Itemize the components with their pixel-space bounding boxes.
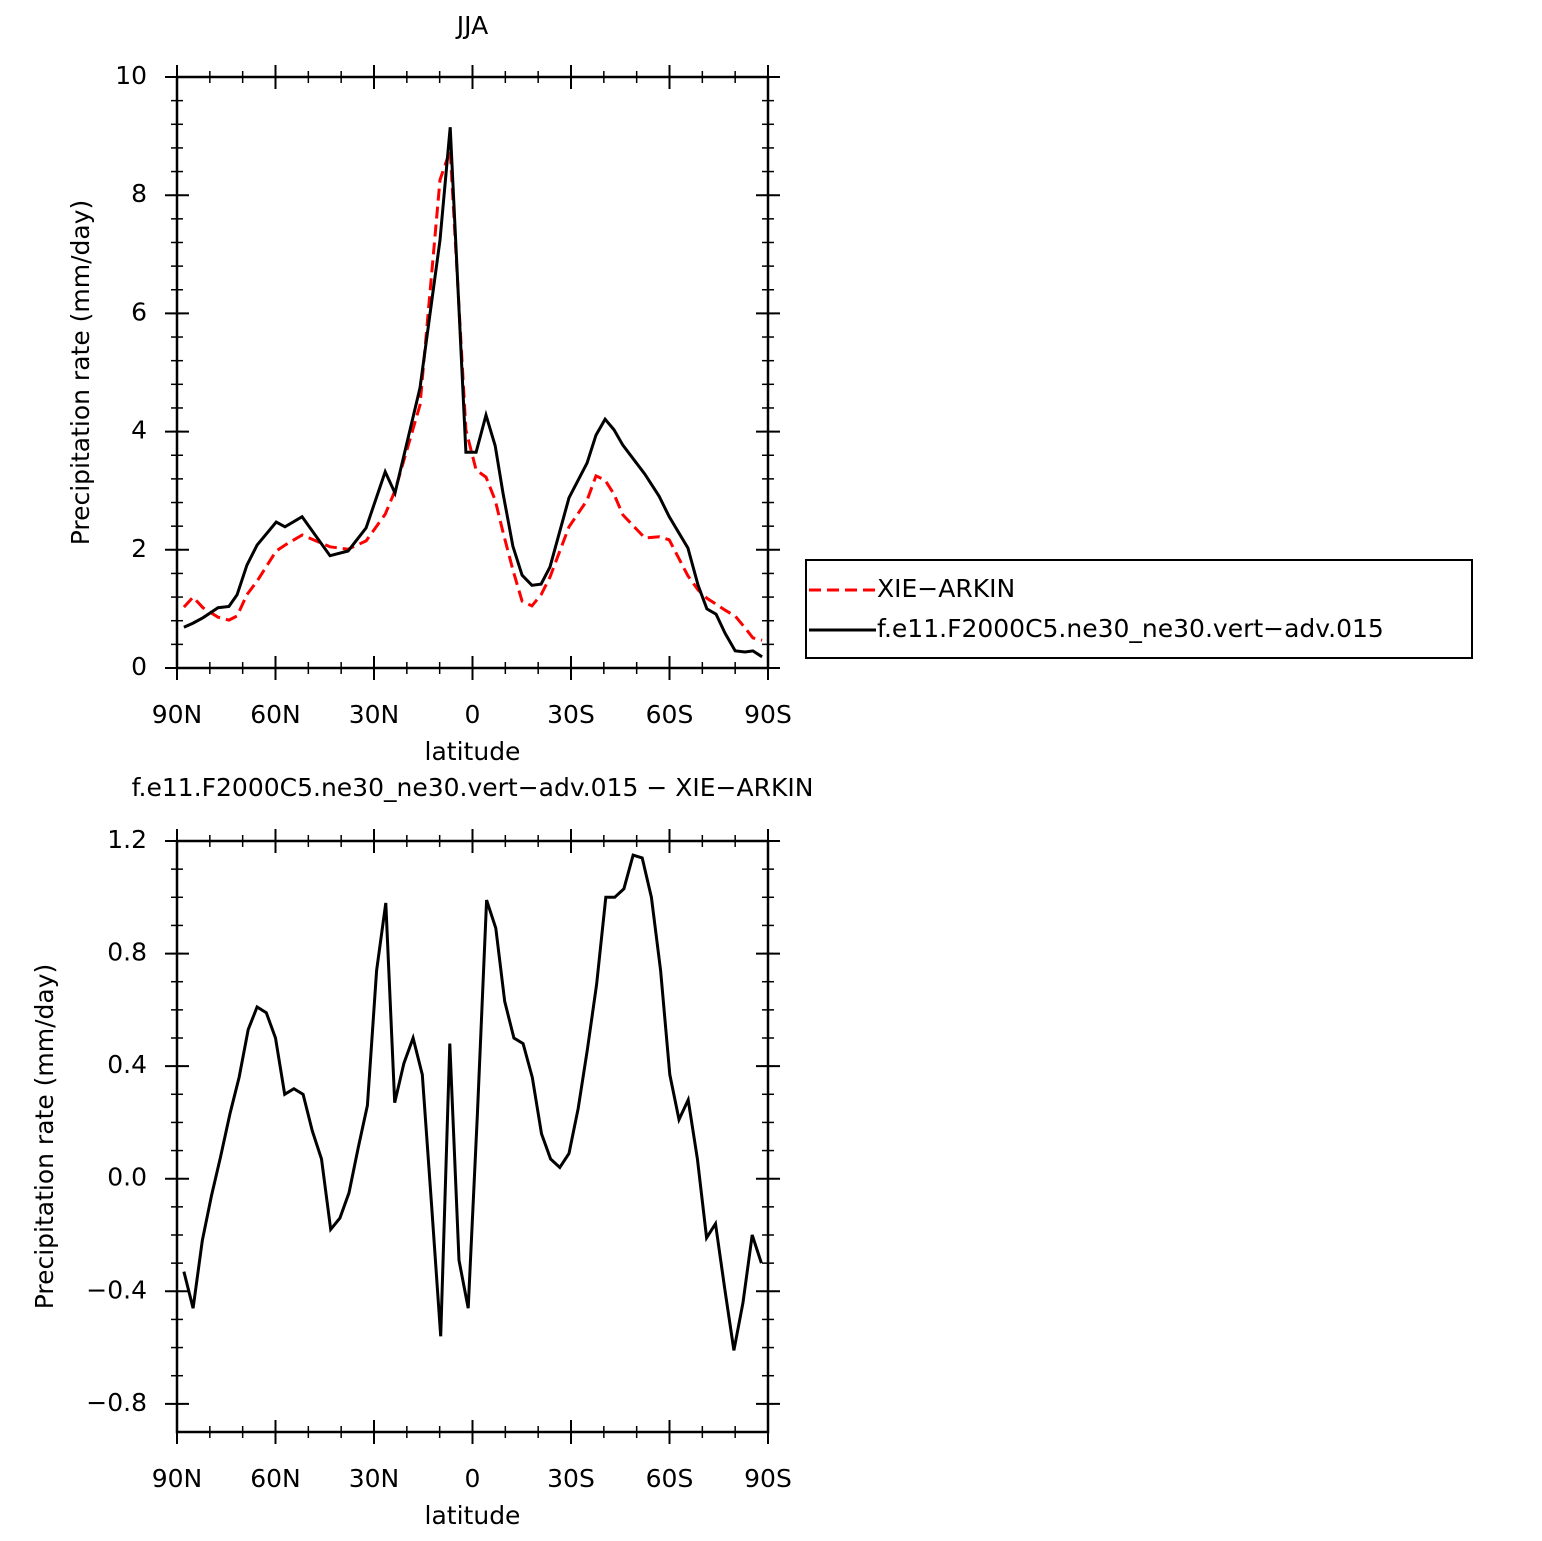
data-line bbox=[182, 853, 763, 1351]
y-tick-label: 6 bbox=[131, 297, 147, 326]
x-tick-label: 60N bbox=[250, 1464, 301, 1493]
data-line bbox=[182, 149, 763, 642]
x-tick-label: 90N bbox=[152, 700, 203, 729]
y-tick-label: 0.8 bbox=[107, 938, 147, 967]
x-tick-label: 30S bbox=[547, 1464, 595, 1493]
legend-box bbox=[805, 559, 1473, 659]
x-tick-label: 0 bbox=[465, 1464, 481, 1493]
y-tick-label: 0 bbox=[131, 652, 147, 681]
plot-frame bbox=[175, 75, 770, 670]
y-tick-label: 10 bbox=[115, 61, 147, 90]
y-axis-label: Precipitation rate (mm/day) bbox=[30, 964, 59, 1310]
y-tick-label: 4 bbox=[131, 416, 147, 445]
x-tick-label: 30N bbox=[349, 700, 400, 729]
x-tick-label: 60S bbox=[646, 1464, 694, 1493]
y-axis-label: Precipitation rate (mm/day) bbox=[66, 200, 95, 546]
y-tick-label: 2 bbox=[131, 534, 147, 563]
y-tick-label: −0.4 bbox=[86, 1275, 147, 1304]
x-tick-label: 0 bbox=[465, 700, 481, 729]
x-tick-label: 90S bbox=[744, 700, 792, 729]
y-tick-label: 8 bbox=[131, 179, 147, 208]
x-axis-label: latitude bbox=[425, 737, 521, 766]
chart-title: f.e11.F2000C5.ne30_ne30.vert−adv.015 − X… bbox=[132, 773, 814, 802]
x-tick-label: 30N bbox=[349, 1464, 400, 1493]
x-tick-label: 60S bbox=[646, 700, 694, 729]
y-tick-label: 1.2 bbox=[107, 825, 147, 854]
x-tick-label: 90N bbox=[152, 1464, 203, 1493]
x-axis-label: latitude bbox=[425, 1501, 521, 1530]
legend-label: f.e11.F2000C5.ne30_ne30.vert−adv.015 bbox=[877, 614, 1384, 643]
x-tick-label: 60N bbox=[250, 700, 301, 729]
plot-frame bbox=[175, 839, 770, 1434]
x-tick-label: 90S bbox=[744, 1464, 792, 1493]
y-tick-label: 0.4 bbox=[107, 1050, 147, 1079]
x-tick-label: 30S bbox=[547, 700, 595, 729]
chart-title: JJA bbox=[455, 11, 488, 40]
y-tick-label: 0.0 bbox=[107, 1163, 147, 1192]
legend-label: XIE−ARKIN bbox=[877, 574, 1015, 603]
data-line bbox=[183, 127, 763, 659]
y-tick-label: −0.8 bbox=[86, 1388, 147, 1417]
